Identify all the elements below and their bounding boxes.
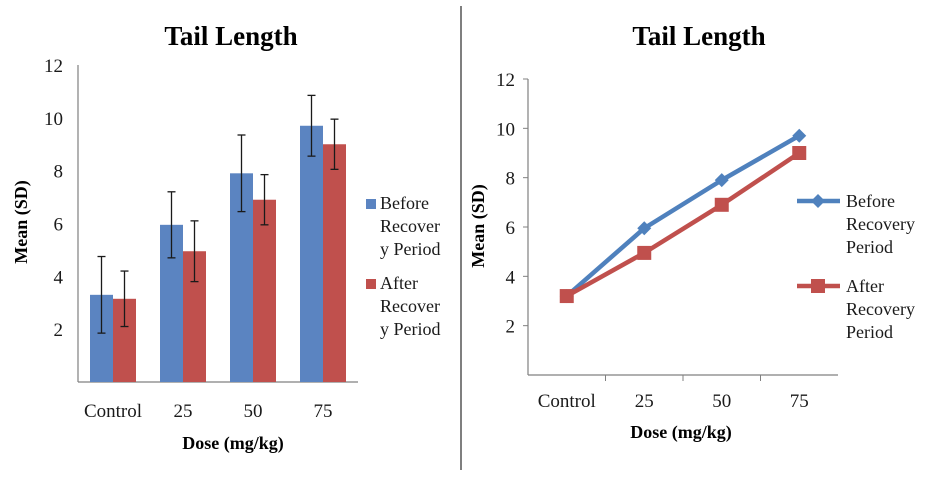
data-point-square <box>792 146 807 160</box>
line-chart-y-tick-label: 12 <box>496 70 515 91</box>
bar <box>90 294 113 382</box>
line-chart-y-tick-label: 6 <box>506 218 516 239</box>
legend-marker <box>811 194 825 208</box>
data-point-diamond <box>637 221 652 236</box>
bar-chart-y-axis-label: Mean (SD) <box>11 180 32 264</box>
line-chart-marks: 2 4 6 8 10 12 Control 25 50 75 Before Recovery Perio… <box>496 70 915 412</box>
line-chart-y-axis-label: Mean (SD) <box>468 184 489 268</box>
legend-label: Period <box>846 322 893 342</box>
line-chart-x-tick-label: 50 <box>712 391 731 412</box>
line-chart-y-tick-label: 2 <box>506 317 516 338</box>
bar <box>323 144 346 382</box>
legend-label: Recovery <box>846 299 915 319</box>
bar-chart-x-tick-label: Control <box>84 401 142 422</box>
bar-chart-y-tick-label: 8 <box>54 162 64 183</box>
legend-label: Recover <box>380 216 440 236</box>
legend-label: y Period <box>380 239 441 259</box>
legend-swatch <box>366 279 376 289</box>
legend-swatch <box>366 199 376 209</box>
legend-label: Recovery <box>846 214 915 234</box>
bar <box>160 224 183 382</box>
bar-chart-y-tick-label: 6 <box>54 215 64 236</box>
line-chart-x-axis-label: Dose (mg/kg) <box>630 422 732 443</box>
bar-chart-x-tick-label: 25 <box>174 401 193 422</box>
bar-chart-marks: 2 4 6 8 10 12 Control 25 50 75 Before Recover y Peri… <box>44 56 441 422</box>
bar-chart-y-tick-label: 4 <box>54 267 64 288</box>
line-chart-y-tick-label: 4 <box>506 267 516 288</box>
line-chart-title: Tail Length <box>632 21 765 51</box>
data-point-diamond <box>792 128 807 143</box>
bar <box>230 173 253 382</box>
bar <box>300 125 323 382</box>
line-chart-y-tick-label: 10 <box>496 119 515 140</box>
legend-label: y Period <box>380 319 441 339</box>
line-chart: Tail Length Mean (SD) Dose (mg/kg) 2 4 6 8 1… <box>468 21 915 443</box>
legend-label: Before <box>380 193 429 213</box>
legend-label: Recover <box>380 296 440 316</box>
bar-chart: Tail Length Mean (SD) Dose (mg/kg) 2 4 6 8 1… <box>11 21 441 454</box>
bar <box>113 298 136 382</box>
legend-label: After <box>846 276 884 296</box>
bar-chart-title: Tail Length <box>164 21 297 51</box>
data-point-square <box>559 289 574 304</box>
bar-chart-x-axis-label: Dose (mg/kg) <box>182 433 284 454</box>
legend-label: Before <box>846 191 895 211</box>
bar <box>183 251 206 382</box>
line-chart-y-tick-label: 8 <box>506 169 516 190</box>
legend-marker <box>811 279 825 293</box>
bar-chart-y-tick-label: 10 <box>44 109 63 130</box>
series-line <box>565 133 801 298</box>
bar-chart-x-tick-label: 50 <box>244 401 263 422</box>
bar-chart-y-tick-label: 12 <box>44 56 63 77</box>
series-line <box>565 151 801 299</box>
line-chart-x-tick-label: Control <box>538 391 596 412</box>
data-point-square <box>637 245 652 260</box>
bar-chart-x-tick-label: 75 <box>314 401 333 422</box>
legend-label: Period <box>846 237 893 257</box>
bar-chart-y-tick-label: 2 <box>54 320 64 341</box>
data-point-square <box>714 197 729 212</box>
data-point-diamond <box>714 173 729 188</box>
bar <box>253 199 276 382</box>
legend-label: After <box>380 273 418 293</box>
line-chart-x-tick-label: 75 <box>790 391 809 412</box>
line-chart-x-tick-label: 25 <box>635 391 654 412</box>
